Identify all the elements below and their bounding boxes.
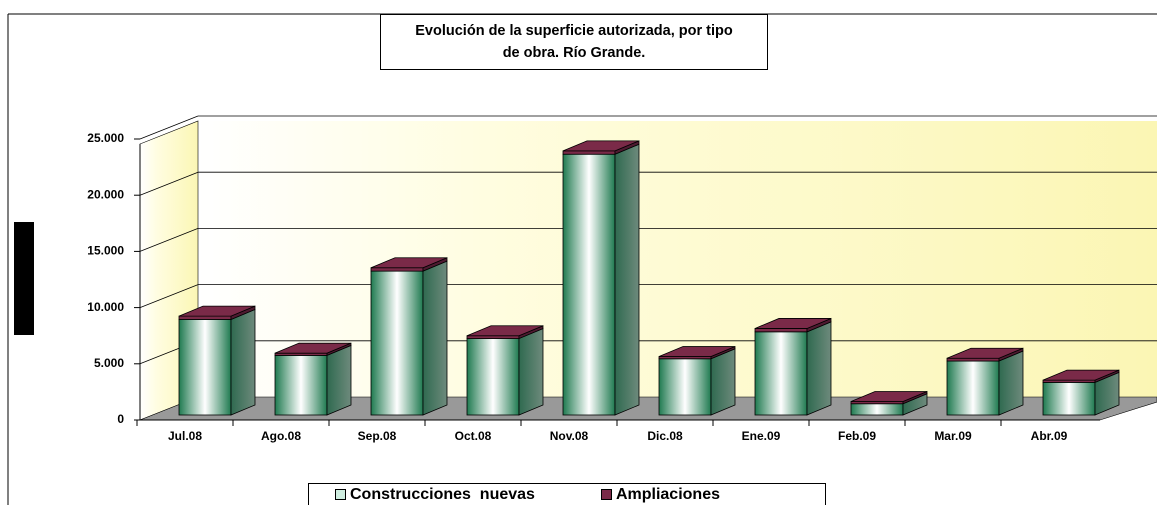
legend-swatch [335, 489, 346, 500]
bar [178, 315, 232, 320]
bar-side [422, 260, 448, 416]
bar [562, 153, 616, 416]
x-tick-label: Abr.09 [1031, 429, 1068, 443]
y-tick-label: 15.000 [87, 244, 124, 258]
bar-top [370, 257, 448, 269]
chart-title: Evolución de la superficie autorizada, p… [380, 14, 768, 70]
x-tick-label: Nov.08 [550, 429, 589, 443]
bar [658, 358, 712, 416]
grid-line [139, 284, 199, 308]
legend-item: Ampliaciones [600, 485, 720, 504]
bar [562, 150, 616, 155]
y-tick-label: 20.000 [87, 187, 124, 201]
x-tick-label: Mar.09 [934, 429, 972, 443]
bar-top [274, 342, 352, 354]
legend-label: Construcciones nuevas [350, 485, 535, 503]
bar [370, 270, 424, 416]
axis-label-block [14, 222, 34, 335]
bar-top [178, 305, 256, 317]
bar-side [518, 327, 544, 416]
grid-line [139, 171, 199, 196]
bar-top [658, 346, 736, 357]
bar-top [754, 318, 832, 329]
x-tick-label: Dic.08 [647, 429, 683, 443]
bar-side [326, 344, 352, 416]
x-tick-label: Sep.08 [358, 429, 397, 443]
bar [466, 335, 520, 339]
bar [946, 360, 1000, 416]
bar-side [710, 348, 736, 416]
bar [274, 355, 328, 416]
y-tick-label: 0 [117, 412, 124, 426]
y-tick-label: 5.000 [94, 356, 124, 370]
bar-top [1042, 369, 1120, 381]
bar-top [466, 325, 544, 337]
bar-top [562, 140, 640, 152]
bar [466, 338, 520, 416]
bar [850, 403, 904, 416]
legend: Construcciones nuevas Ampliaciones [308, 483, 826, 505]
bar [754, 331, 808, 416]
bar [754, 328, 808, 333]
bar-side [806, 321, 832, 416]
x-tick-label: Oct.08 [455, 429, 492, 443]
bar-side [998, 350, 1024, 416]
grid-line [139, 115, 199, 140]
bar [1042, 382, 1096, 416]
legend-swatch [600, 489, 612, 500]
y-tick-label: 10.000 [87, 300, 124, 314]
legend-label: Ampliaciones [615, 485, 720, 503]
y-tick-label: 25.000 [87, 131, 124, 145]
x-tick-label: Jul.08 [168, 429, 202, 443]
bar [946, 357, 1000, 362]
x-tick-label: Ene.09 [742, 429, 781, 443]
grid-line [139, 228, 199, 252]
x-tick-label: Feb.09 [838, 429, 876, 443]
legend-item: Construcciones nuevas [335, 486, 535, 504]
bar-side [614, 143, 640, 416]
bar [178, 319, 232, 416]
bar-side [230, 308, 256, 416]
bar-top [946, 347, 1024, 359]
bar-top [850, 391, 928, 402]
x-tick-label: Ago.08 [261, 429, 301, 443]
bar [370, 267, 424, 272]
